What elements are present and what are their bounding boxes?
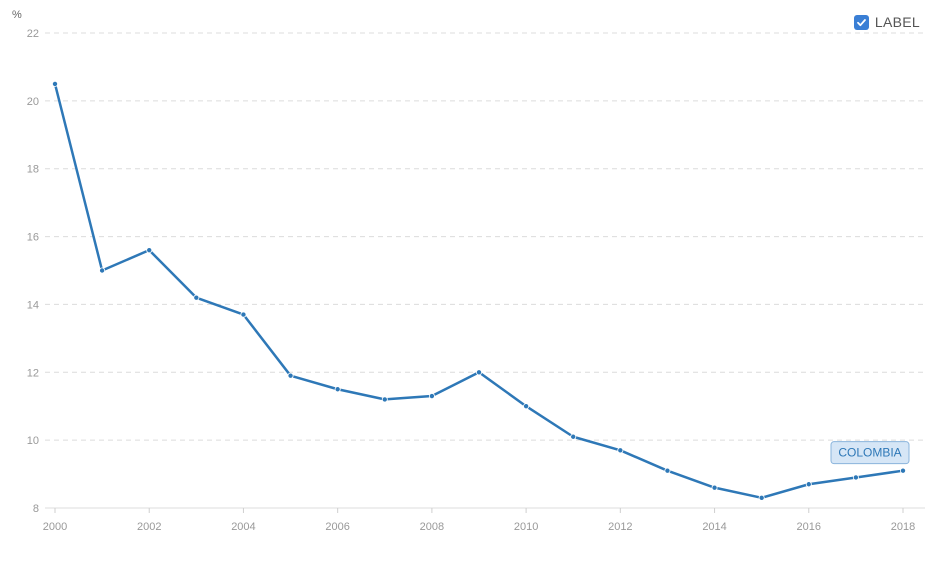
x-tick-label-2010: 2010 (514, 521, 538, 533)
data-point-2014[interactable] (711, 484, 718, 491)
data-point-2005[interactable] (287, 372, 294, 379)
series-label-box (830, 441, 910, 465)
y-tick-label-10: 10 (27, 435, 39, 447)
y-tick-label-20: 20 (27, 96, 39, 108)
legend-label-toggle[interactable]: LABEL (853, 14, 920, 30)
x-tick-label-2014: 2014 (702, 521, 726, 533)
data-point-2003[interactable] (193, 294, 200, 301)
x-tick-label-2006: 2006 (325, 521, 349, 533)
x-tick-label-2002: 2002 (137, 521, 161, 533)
data-point-2010[interactable] (523, 403, 530, 410)
y-tick-label-18: 18 (27, 164, 39, 176)
checkbox-checked-icon[interactable] (853, 14, 869, 30)
series-label-text: COLOMBIA (838, 446, 901, 460)
x-tick-label-2012: 2012 (608, 521, 632, 533)
data-point-2004[interactable] (240, 311, 247, 318)
x-tick-label-2016: 2016 (797, 521, 821, 533)
data-point-2007[interactable] (381, 396, 388, 403)
data-point-2006[interactable] (334, 386, 341, 393)
data-point-2015[interactable] (758, 494, 765, 501)
y-tick-label-12: 12 (27, 367, 39, 379)
data-point-2000[interactable] (52, 80, 59, 87)
y-axis-unit-label: % (12, 9, 22, 21)
y-tick-label-22: 22 (27, 28, 39, 40)
x-tick-label-2018: 2018 (891, 521, 915, 533)
checkmark-icon (857, 18, 866, 26)
data-point-2013[interactable] (664, 467, 671, 474)
data-point-2011[interactable] (570, 433, 577, 440)
data-point-2002[interactable] (146, 247, 153, 254)
y-tick-label-8: 8 (33, 503, 39, 515)
y-tick-label-16: 16 (27, 232, 39, 244)
data-point-2017[interactable] (852, 474, 859, 481)
x-tick-label-2004: 2004 (231, 521, 255, 533)
series-line-0[interactable] (53, 82, 905, 500)
data-point-2018[interactable] (900, 467, 907, 474)
y-tick-label-14: 14 (27, 299, 39, 311)
data-point-2016[interactable] (805, 481, 812, 488)
legend-label-text: LABEL (874, 14, 920, 30)
x-tick-label-2008: 2008 (420, 521, 444, 533)
data-point-2001[interactable] (99, 267, 106, 274)
data-point-2008[interactable] (428, 393, 435, 400)
data-point-2012[interactable] (617, 447, 624, 454)
x-tick-label-2000: 2000 (43, 521, 67, 533)
data-point-2009[interactable] (475, 369, 482, 376)
